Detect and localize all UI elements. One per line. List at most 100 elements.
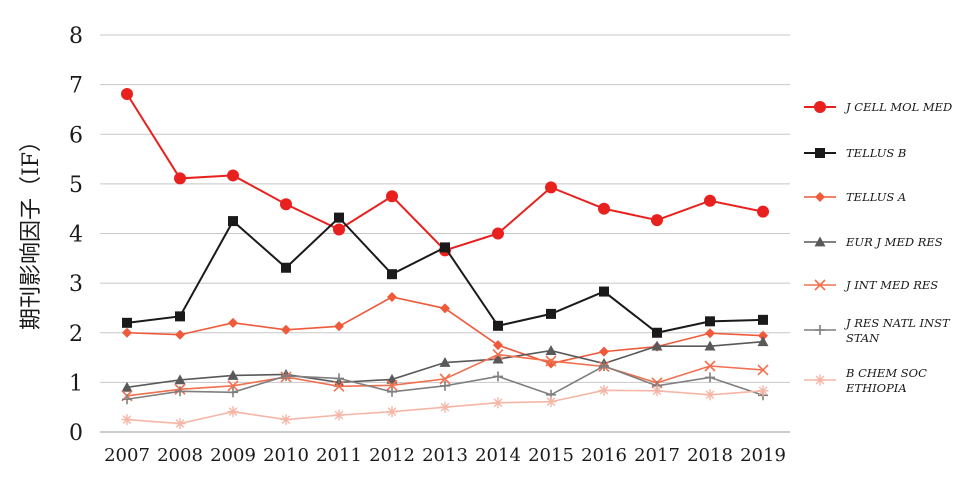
series-lines: [121, 88, 769, 430]
data-point: [440, 242, 450, 253]
data-point: [333, 223, 345, 236]
series-1: [121, 88, 769, 257]
y-tick-label: 3: [69, 272, 83, 297]
y-tick-label: 7: [69, 74, 83, 99]
data-point: [386, 379, 398, 391]
data-point: [386, 406, 398, 418]
legend-item: J CELL MOL MED: [804, 100, 952, 114]
data-point: [757, 385, 769, 397]
data-point: [333, 409, 345, 421]
data-point: [598, 384, 610, 396]
x-tick-label: 2010: [263, 445, 309, 466]
data-point: [704, 194, 716, 207]
data-point: [227, 169, 239, 182]
legend-label: EUR J MED RES: [845, 235, 943, 249]
data-point: [174, 172, 186, 185]
data-point: [651, 385, 663, 397]
x-tick-label: 2014: [475, 445, 521, 466]
data-point: [387, 386, 397, 397]
data-point: [439, 401, 451, 413]
data-point: [440, 380, 450, 391]
data-point: [333, 380, 345, 392]
data-point: [122, 327, 132, 338]
data-point: [546, 308, 556, 319]
y-axis-ticks: 0 1 2 3 4 5 6 7 8: [69, 24, 83, 446]
data-point: [599, 286, 609, 297]
data-point: [758, 330, 768, 341]
y-tick-label: 8: [69, 24, 83, 49]
data-point: [334, 321, 344, 332]
legend-item: EUR J MED RES: [804, 235, 943, 249]
x-tick-label: 2011: [316, 445, 362, 466]
legend-item: TELLUS B: [804, 146, 906, 160]
y-axis-label: 期刊影响因子（IF）: [19, 130, 44, 330]
data-point: [651, 214, 663, 227]
data-point: [334, 212, 344, 223]
data-point: [439, 357, 451, 367]
data-point: [387, 269, 397, 280]
data-point: [598, 202, 610, 215]
legend-marker: [814, 236, 826, 247]
data-point: [493, 340, 503, 351]
data-point: [386, 190, 398, 203]
data-point: [545, 181, 557, 194]
legend-marker: [814, 279, 826, 291]
y-tick-label: 4: [69, 223, 83, 248]
data-point: [121, 414, 133, 426]
x-tick-label: 2009: [210, 445, 256, 466]
legend-label: J INT MED RES: [844, 278, 938, 292]
data-point: [175, 386, 185, 397]
x-tick-label: 2015: [528, 445, 574, 466]
data-point: [440, 303, 450, 314]
data-point: [493, 320, 503, 331]
x-tick-label: 2008: [157, 445, 203, 466]
data-point: [175, 329, 185, 340]
data-point: [599, 360, 609, 371]
legend-label: J CELL MOL MED: [844, 100, 952, 114]
data-point: [281, 262, 291, 273]
data-point: [704, 340, 716, 351]
data-point: [228, 216, 238, 227]
data-point: [228, 317, 238, 328]
data-point: [227, 380, 239, 392]
legend: J CELL MOL MED TELLUS B TELLUS A EUR J MED …: [804, 100, 952, 395]
data-point: [492, 349, 504, 361]
data-point: [281, 324, 291, 335]
data-point: [652, 327, 662, 338]
y-tick-label: 1: [69, 371, 83, 396]
legend-marker: [814, 374, 826, 386]
data-point: [281, 370, 291, 381]
legend-label: B CHEM SOC: [845, 366, 927, 380]
data-point: [704, 389, 716, 401]
series-2: [122, 212, 768, 338]
x-tick-label: 2017: [634, 445, 680, 466]
data-point: [704, 360, 716, 372]
data-point: [758, 314, 768, 325]
data-point: [545, 345, 557, 356]
data-point: [174, 374, 186, 385]
series-line: [126, 93, 764, 252]
data-point: [705, 328, 715, 339]
data-point: [227, 406, 239, 418]
data-point: [757, 364, 769, 376]
data-point: [545, 396, 557, 408]
legend-label: STAN: [846, 331, 880, 345]
data-point: [122, 394, 132, 405]
data-point: [492, 397, 504, 409]
series-line: [126, 216, 764, 334]
data-point: [705, 316, 715, 327]
x-tick-label: 2013: [422, 445, 468, 466]
data-point: [439, 373, 451, 385]
data-point: [492, 353, 504, 364]
data-point: [121, 88, 133, 101]
y-tick-label: 0: [69, 421, 83, 446]
legend-marker: [815, 148, 825, 158]
legend-label: J RES NATL INST: [844, 316, 951, 330]
gridlines: [100, 34, 790, 433]
data-point: [599, 346, 609, 357]
x-tick-label: 2007: [104, 445, 150, 466]
legend-item: TELLUS A: [804, 190, 906, 204]
